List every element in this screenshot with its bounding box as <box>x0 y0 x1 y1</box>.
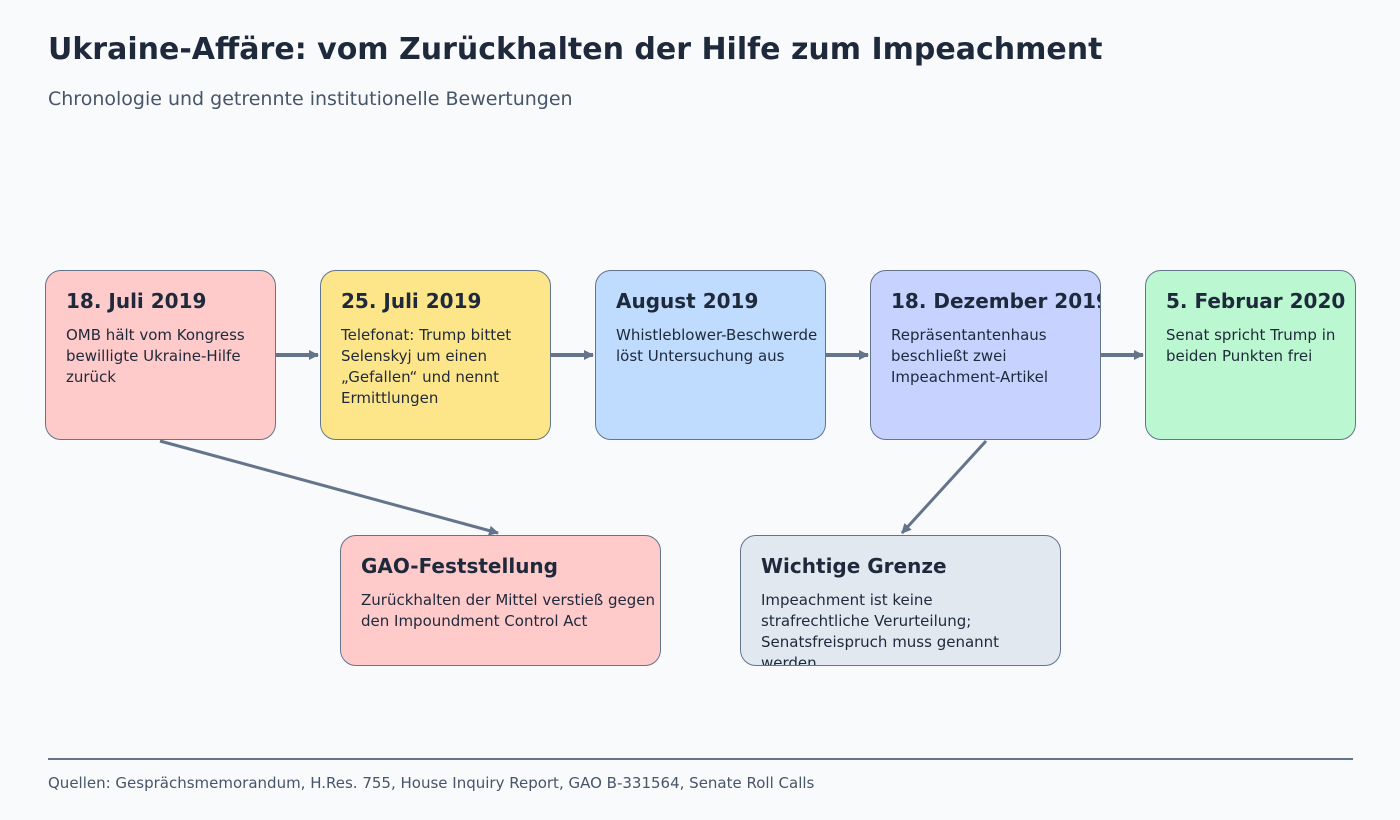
arrow-event1-to-gao-note <box>159 439 499 536</box>
note-text: Zurückhalten der Mittel verstieß gegen d… <box>361 591 655 630</box>
event-date: 25. Juli 2019 <box>341 289 482 313</box>
timeline-event-aug-2019: August 2019 Whistleblower-Beschwerde lös… <box>595 270 826 440</box>
note-text: Impeachment ist keine strafrechtliche Ve… <box>761 591 1000 666</box>
event-date: 5. Februar 2020 <box>1166 289 1346 313</box>
timeline-event-feb-5-2020: 5. Februar 2020 Senat spricht Trump in b… <box>1145 270 1356 440</box>
note-gao-finding: GAO-Feststellung Zurückhalten der Mittel… <box>340 535 661 666</box>
note-heading: Wichtige Grenze <box>761 554 947 578</box>
note-important-limit: Wichtige Grenze Impeachment ist keine st… <box>740 535 1061 666</box>
event-description: Repräsentantenhaus beschließt zwei Impea… <box>891 326 1049 386</box>
event-description: Whistleblower-Beschwerde löst Untersuchu… <box>616 326 818 365</box>
event-description: Telefonat: Trump bittet Selenskyj um ein… <box>341 326 512 407</box>
event-date: 18. Dezember 2019 <box>891 289 1101 313</box>
event-description: Senat spricht Trump in beiden Punkten fr… <box>1166 326 1336 365</box>
sources-footer: Quellen: Gesprächsmemorandum, H.Res. 755… <box>48 774 815 792</box>
note-heading: GAO-Feststellung <box>361 554 558 578</box>
timeline-event-jul-25-2019: 25. Juli 2019 Telefonat: Trump bittet Se… <box>320 270 551 440</box>
timeline-event-dec-18-2019: 18. Dezember 2019 Repräsentantenhaus bes… <box>870 270 1101 440</box>
event-description: OMB hält vom Kongress bewilligte Ukraine… <box>66 326 245 386</box>
arrow-event4-to-limit-note <box>900 439 988 535</box>
timeline-event-jul-18-2019: 18. Juli 2019 OMB hält vom Kongress bewi… <box>45 270 276 440</box>
event-date: August 2019 <box>616 289 759 313</box>
event-date: 18. Juli 2019 <box>66 289 207 313</box>
page-subtitle: Chronologie und getrennte institutionell… <box>48 88 573 110</box>
footer-divider <box>48 758 1353 760</box>
page-title: Ukraine-Affäre: vom Zurückhalten der Hil… <box>48 32 1103 67</box>
